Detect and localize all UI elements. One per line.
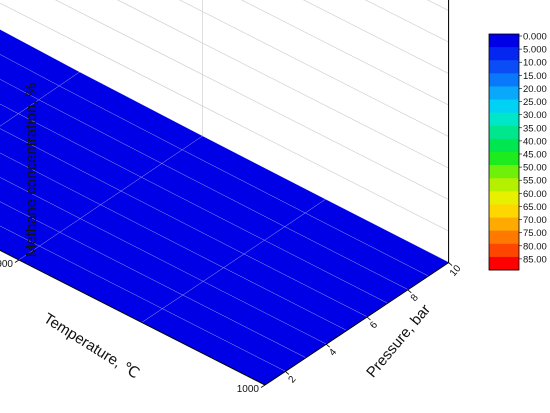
legend-label: 5.000	[523, 45, 547, 56]
x-tick-mark	[260, 384, 266, 388]
tick-labels: 1020304050607080200300400500600700800900…	[0, 259, 464, 395]
x-tick-mark	[14, 259, 20, 263]
x-tick-label: 900	[0, 259, 13, 270]
y-tick-mark	[325, 343, 330, 348]
legend-frame	[488, 33, 520, 271]
legend-label: 60.00	[523, 189, 547, 200]
legend-label: 80.00	[523, 241, 547, 252]
legend-label: 35.00	[523, 123, 547, 134]
legend-label: 50.00	[523, 163, 547, 174]
right-back-wall	[0, 0, 450, 264]
legend-swatch	[489, 99, 519, 114]
legend-label: 40.00	[523, 136, 547, 147]
y-tick-mark	[366, 316, 371, 321]
surface-plot	[0, 29, 449, 386]
legend-label: 15.00	[523, 71, 547, 82]
legend-swatch	[489, 47, 519, 61]
legend-swatch	[489, 191, 519, 205]
legend-swatch	[489, 165, 519, 179]
legend-label: 65.00	[523, 202, 547, 213]
legend-swatch	[489, 125, 519, 140]
legend-label: 70.00	[523, 215, 547, 226]
y-axis-line	[264, 262, 449, 386]
legend-swatch	[489, 243, 519, 258]
legend-label: 30.00	[523, 110, 547, 121]
legend-swatch	[489, 204, 519, 218]
legend-swatch	[489, 86, 519, 100]
legend-label: 25.00	[523, 97, 547, 108]
legend-label: 85.00	[523, 254, 547, 265]
legend-label: 55.00	[523, 176, 547, 187]
legend-swatch	[489, 230, 519, 245]
y-axis-title: Pressure, bar	[363, 301, 434, 381]
legend-label: 20.00	[523, 84, 547, 95]
y-tick-label: 4	[327, 347, 339, 359]
z-axis-title: Methane concentration, %	[23, 83, 40, 257]
y-tick-mark	[285, 371, 290, 375]
legend-label: 45.00	[523, 150, 547, 161]
legend-swatch	[489, 73, 519, 87]
y-tick-label: 10	[448, 263, 464, 279]
legend-swatch	[489, 152, 519, 166]
legend-swatch	[489, 178, 519, 192]
y-tick-mark	[407, 289, 412, 294]
legend-swatch	[489, 60, 519, 74]
legend-swatch	[489, 112, 519, 127]
x-axis-title: Temperature, ℃	[40, 310, 142, 382]
legend-label: 75.00	[523, 228, 547, 239]
y-tick-label: 6	[368, 319, 380, 331]
x-tick-label: 1000	[237, 384, 260, 395]
y-tick-label: 2	[286, 374, 298, 386]
legend-label: 0.000	[523, 32, 547, 43]
y-tick-mark	[448, 262, 453, 266]
legend-swatch	[489, 138, 519, 153]
legend-label: 10.00	[523, 58, 547, 69]
legend-swatch	[489, 217, 519, 232]
axes	[0, 0, 450, 386]
plot-box	[0, 0, 450, 264]
legend-swatch	[489, 34, 519, 48]
legend-swatch	[489, 256, 519, 271]
y-tick-label: 8	[409, 292, 421, 304]
color-legend: 0.000 5.000 10.00 15.00 20.00 25.00 30.00 35.00…	[488, 32, 547, 271]
